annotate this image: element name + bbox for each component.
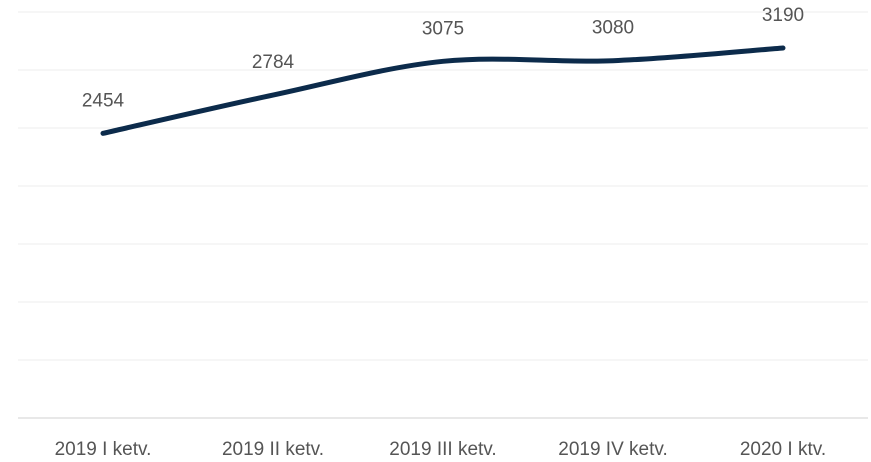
data-label: 2784 xyxy=(252,52,295,73)
x-tick-label: 2019 II ketv. xyxy=(222,439,324,460)
x-tick-label: 2019 I ketv. xyxy=(55,439,152,460)
data-label: 2454 xyxy=(82,90,125,111)
x-tick-label: 2020 I ktv. xyxy=(740,439,826,460)
line xyxy=(100,45,786,136)
x-tick-label: 2019 III ketv. xyxy=(389,439,496,460)
data-label: 3075 xyxy=(422,18,464,39)
x-tick-label: 2019 IV ketv. xyxy=(558,439,668,460)
data-label: 3190 xyxy=(762,5,804,26)
data-label: 3080 xyxy=(592,18,634,39)
